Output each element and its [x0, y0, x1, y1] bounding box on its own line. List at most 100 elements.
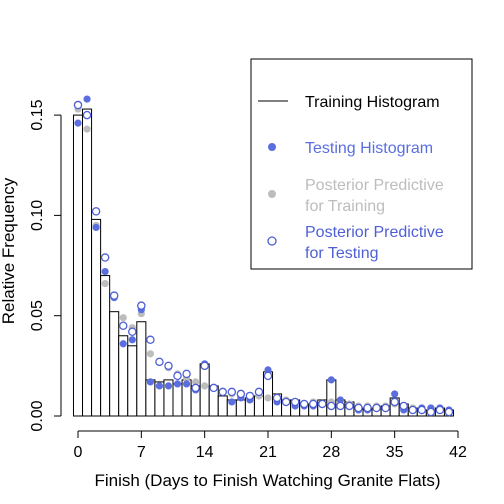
histogram-bar — [109, 311, 120, 417]
legend-label: Training Histogram — [305, 94, 440, 111]
ppc-testing-point — [399, 401, 408, 411]
ppc-testing-point — [308, 399, 318, 409]
ppc-testing-point — [227, 387, 237, 397]
testing-point — [164, 382, 173, 390]
histogram-bar — [127, 345, 138, 417]
ppc-training-point — [83, 125, 91, 133]
x-tick-label: 14 — [196, 444, 214, 461]
x-axis-label: Finish (Days to Finish Watching Granite … — [94, 471, 440, 490]
ppc-testing-point — [299, 399, 309, 409]
ppc-testing-point — [100, 253, 110, 262]
testing-point — [92, 223, 100, 232]
y-tick-label: 0.05 — [29, 300, 46, 331]
testing-point — [146, 378, 154, 386]
legend-label: Posterior Predictive for Testing — [305, 224, 444, 262]
histogram-bar — [100, 275, 111, 417]
histogram-bar — [82, 108, 93, 417]
ppc-testing-point — [218, 387, 228, 397]
ppc-testing-point — [164, 361, 173, 371]
ppc-testing-point — [318, 399, 327, 409]
ppc-testing-point — [444, 407, 454, 417]
x-tick-label: 7 — [137, 444, 146, 461]
ppc-testing-point — [173, 371, 182, 381]
ppc-testing-point — [354, 403, 363, 413]
x-tick-label: 42 — [449, 444, 467, 461]
x-tick-label: 0 — [74, 444, 83, 461]
ppc-testing-point — [236, 389, 246, 399]
histogram-bar — [199, 363, 210, 417]
ppc-testing-point — [109, 291, 119, 300]
testing-point — [336, 396, 344, 404]
testing-point — [128, 336, 136, 344]
x-tick-label: 21 — [259, 444, 277, 461]
histogram-bar — [172, 383, 183, 417]
ppc-testing-point — [372, 403, 381, 413]
ppc-testing-point — [336, 401, 345, 411]
ppc-testing-point — [381, 403, 390, 413]
ppc-testing-point — [290, 397, 300, 407]
testing-point — [182, 380, 191, 388]
testing-point — [173, 380, 182, 388]
x-tick-label: 35 — [386, 444, 404, 461]
x-tick-label: 28 — [322, 444, 340, 461]
legend-box — [250, 58, 473, 270]
ppc-testing-point — [91, 207, 101, 216]
ppc-testing-point — [155, 357, 164, 367]
testing-point — [391, 390, 399, 398]
ppc-testing-point — [263, 371, 273, 381]
ppc-training-point — [101, 280, 109, 288]
histogram-bar — [235, 399, 246, 417]
ppc-testing-point — [200, 361, 209, 371]
ppc-training-point — [119, 314, 127, 322]
histogram-bar — [326, 379, 337, 417]
testing-point — [155, 382, 164, 390]
ppc-testing-point — [363, 403, 372, 413]
ppc-testing-point — [390, 397, 399, 407]
histogram-bar — [72, 114, 84, 417]
histogram-bar — [136, 321, 147, 417]
y-tick-label: 0.00 — [29, 400, 46, 431]
ppc-testing-point — [182, 369, 191, 379]
ppc-training-point — [201, 382, 209, 390]
ppc-training-point — [264, 394, 272, 402]
ppc-testing-point — [272, 393, 282, 403]
ppc-testing-point — [82, 110, 92, 120]
testing-point — [327, 376, 335, 384]
ppc-testing-point — [146, 335, 155, 345]
testing-point — [101, 267, 109, 276]
ppc-training-point — [192, 378, 200, 386]
testing-point — [264, 366, 272, 374]
ppc-testing-point — [435, 405, 445, 415]
axes: 0 7 14 21 28 35 42 0.00 0.05 0.10 0.15 — [29, 99, 467, 461]
ppc-testing-point — [137, 301, 146, 310]
ppc-testing-point — [281, 397, 291, 407]
ppc-testing-point — [118, 321, 128, 330]
legend-dot-icon — [268, 143, 276, 151]
y-tick-label: 0.15 — [29, 99, 46, 130]
legend: Training Histogram Testing Histogram Poste… — [250, 58, 473, 270]
legend-open-dot-icon — [267, 236, 277, 246]
histogram-bar — [91, 218, 102, 417]
ppc-testing-point — [345, 401, 354, 411]
ppc-testing-point — [254, 387, 264, 397]
histogram-bar — [217, 395, 228, 417]
legend-dot-icon — [268, 190, 276, 198]
ppc-testing-point — [191, 383, 200, 393]
testing-point — [228, 398, 236, 406]
ppc-testing-point — [128, 327, 137, 336]
ppc-testing-point — [408, 405, 418, 415]
testing-point — [74, 119, 82, 127]
ppc-testing-point — [327, 401, 336, 411]
testing-point — [119, 340, 127, 348]
ppc-testing-point — [417, 405, 427, 415]
ppc-testing-point — [245, 391, 255, 401]
data-points — [73, 95, 454, 417]
y-tick-label: 0.10 — [29, 200, 46, 231]
y-axis-label: Relative Frequency — [0, 177, 18, 324]
legend-label: Posterior Predictive for Training — [305, 177, 444, 215]
ppc-training-point — [146, 350, 154, 358]
legend-label: Testing Histogram — [305, 140, 433, 157]
ppc-testing-point — [426, 407, 436, 417]
testing-point — [83, 95, 91, 103]
